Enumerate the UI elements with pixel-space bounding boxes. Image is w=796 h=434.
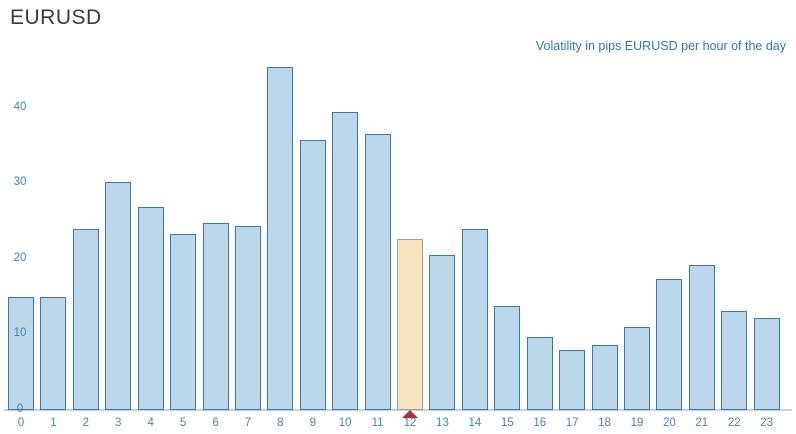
x-axis-tick-label: 14 bbox=[468, 417, 482, 429]
x-axis-tick-label: 20 bbox=[662, 417, 676, 429]
bar-hour-21 bbox=[688, 265, 715, 410]
bar-hour-18 bbox=[591, 345, 618, 410]
x-axis-tick-label: 7 bbox=[244, 417, 252, 429]
bar-hour-8 bbox=[267, 67, 294, 410]
bar-hour-16 bbox=[526, 337, 553, 410]
bar-hour-9 bbox=[299, 140, 326, 410]
x-axis-tick-label: 11 bbox=[371, 417, 384, 429]
x-axis-tick-label: 2 bbox=[82, 417, 90, 429]
bar-hour-14 bbox=[461, 229, 488, 410]
x-axis-tick-label: 0 bbox=[17, 417, 25, 429]
bar-hour-19 bbox=[623, 327, 650, 410]
bar-hour-13 bbox=[429, 255, 456, 410]
chart-annotation: Volatility in pips EURUSD per hour of th… bbox=[535, 39, 786, 53]
y-axis-tick-label: 0 bbox=[16, 403, 24, 415]
x-axis-tick-label: 12 bbox=[403, 417, 417, 429]
bar-hour-0 bbox=[8, 297, 34, 410]
x-axis-tick-label: 17 bbox=[565, 417, 579, 429]
x-axis-tick-label: 8 bbox=[277, 417, 284, 429]
x-axis-tick-label: 9 bbox=[309, 417, 316, 429]
current-hour-triangle-marker-icon bbox=[402, 410, 419, 418]
bar-hour-23 bbox=[753, 318, 780, 410]
x-axis-tick-label: 23 bbox=[760, 417, 774, 429]
x-axis-tick-label: 21 bbox=[695, 417, 709, 429]
x-axis-tick-label: 16 bbox=[533, 417, 547, 429]
bar-hour-22 bbox=[721, 311, 748, 410]
bar-hour-4 bbox=[137, 207, 164, 410]
x-axis-tick-label: 1 bbox=[50, 417, 57, 429]
highlighted-bar-hour-12 bbox=[397, 239, 424, 410]
page-title: EURUSD bbox=[10, 6, 102, 29]
x-axis-tick-label: 5 bbox=[179, 417, 187, 429]
y-axis-tick-label: 30 bbox=[13, 176, 27, 189]
x-axis-tick-label: 4 bbox=[147, 417, 154, 429]
y-axis-tick-label: 20 bbox=[13, 251, 27, 264]
x-axis-tick-label: 22 bbox=[727, 417, 741, 429]
x-axis-tick-label: 19 bbox=[630, 417, 644, 429]
bar-hour-2 bbox=[72, 229, 99, 410]
bar-hour-5 bbox=[170, 234, 197, 410]
bar-hour-7 bbox=[234, 226, 261, 410]
x-axis-tick-label: 13 bbox=[436, 417, 449, 429]
bar-hour-3 bbox=[105, 182, 132, 410]
bar-hour-10 bbox=[332, 112, 359, 410]
bar-hour-11 bbox=[364, 134, 391, 410]
bar-hour-17 bbox=[559, 350, 586, 410]
x-axis-line bbox=[4, 409, 792, 411]
x-axis-tick-label: 18 bbox=[598, 417, 611, 429]
y-axis-tick-label: 10 bbox=[13, 327, 27, 340]
x-axis-tick-label: 6 bbox=[212, 417, 219, 429]
y-axis-tick-label: 40 bbox=[13, 100, 27, 113]
bar-hour-20 bbox=[656, 279, 683, 410]
bar-hour-6 bbox=[202, 223, 229, 410]
x-axis-tick-label: 15 bbox=[500, 417, 514, 429]
x-axis-tick-label: 3 bbox=[115, 417, 122, 429]
x-axis-tick-label: 10 bbox=[338, 417, 352, 429]
bar-hour-1 bbox=[40, 297, 67, 410]
bar-hour-15 bbox=[494, 306, 521, 410]
